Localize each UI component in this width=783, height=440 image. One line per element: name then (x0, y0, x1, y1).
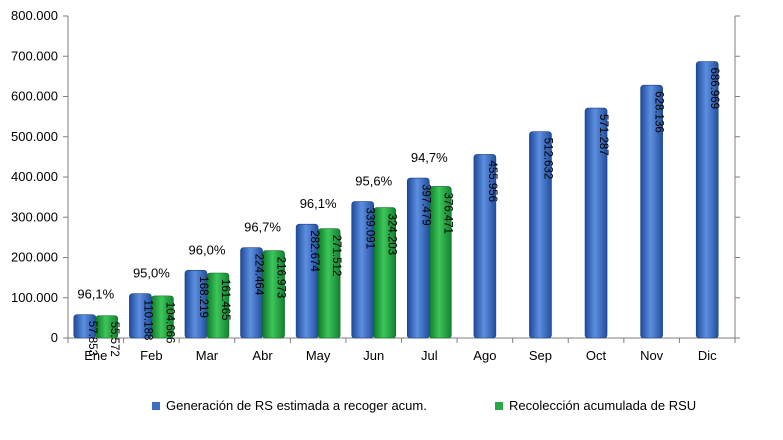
data-label-generacion: 455.956 (486, 160, 498, 202)
y-tick-label: 400.000 (11, 169, 58, 184)
data-label-recoleccion: 324.203 (386, 214, 398, 256)
bar-generacion (473, 154, 497, 339)
x-tick-label: May (306, 348, 331, 363)
y-tick-label: 800.000 (11, 8, 58, 23)
x-tick-label: Jul (421, 348, 438, 363)
data-label-generacion: 282.674 (308, 230, 320, 272)
x-tick-label: Ago (473, 348, 496, 363)
data-label-generacion: 571.287 (597, 114, 609, 156)
data-label-recoleccion: 104.666 (163, 302, 175, 344)
y-tick-label: 0 (51, 330, 58, 345)
chart-bars (73, 61, 719, 339)
bar-generacion (695, 61, 719, 339)
data-label-generacion: 686.969 (708, 67, 720, 109)
x-tick-label: Feb (140, 348, 162, 363)
bar-recoleccion (151, 295, 174, 339)
data-label-generacion: 168.219 (197, 276, 209, 318)
x-tick-label: Ene (84, 348, 107, 363)
y-tick-label: 500.000 (11, 129, 58, 144)
x-tick-label: Mar (196, 348, 219, 363)
bar-recoleccion (262, 250, 285, 339)
data-label-generacion: 628.136 (653, 91, 665, 133)
percentage-annotation: 96,1% (300, 196, 337, 211)
x-tick-label: Nov (640, 348, 664, 363)
percentage-annotation: 95,6% (355, 174, 392, 189)
y-tick-label: 700.000 (11, 48, 58, 63)
y-tick-label: 100.000 (11, 290, 58, 305)
data-label-generacion: 110.188 (141, 300, 153, 341)
legend-label-generacion: Generación de RS estimada a recoger acum… (166, 398, 427, 413)
x-tick-label: Sep (529, 348, 552, 363)
bar-recoleccion (95, 315, 119, 339)
bar-recoleccion (206, 272, 230, 339)
percentage-annotation: 96,0% (189, 242, 226, 257)
data-label-generacion: 512.632 (541, 138, 553, 180)
percentage-annotation: 94,7% (411, 150, 448, 165)
bar-generacion (640, 84, 663, 339)
legend-item-recoleccion: Recolección acumulada de RSU (495, 398, 696, 413)
legend-label-recoleccion: Recolección acumulada de RSU (509, 398, 697, 413)
legend-item-generacion: Generación de RS estimada a recoger acum… (152, 398, 427, 413)
y-tick-label: 200.000 (11, 250, 58, 265)
bar-recoleccion (428, 186, 452, 339)
data-label-generacion: 224.464 (253, 254, 265, 296)
data-label-recoleccion: 376.471 (441, 192, 453, 234)
bar-generacion (584, 107, 608, 339)
legend-swatch-blue (152, 401, 160, 410)
data-label-recoleccion: 55.572 (108, 322, 120, 357)
bar-recoleccion (373, 207, 397, 339)
data-label-generacion: 339.091 (364, 208, 376, 250)
x-tick-label: Abr (252, 348, 273, 363)
data-label-generacion: 397.479 (419, 184, 431, 226)
percentage-annotation: 96,1% (77, 287, 114, 302)
percentage-annotation: 95,0% (133, 266, 170, 281)
data-label-recoleccion: 216.973 (275, 257, 287, 299)
legend-swatch-green (495, 401, 503, 410)
y-tick-label: 300.000 (11, 209, 58, 224)
x-tick-label: Oct (586, 348, 607, 363)
bar-recoleccion (317, 228, 341, 339)
chart-legend: Generación de RS estimada a recoger acum… (0, 398, 783, 418)
data-label-recoleccion: 161.465 (219, 279, 231, 321)
percentage-annotation: 96,7% (244, 220, 281, 235)
chart-axes: 0 100.000 200.000 300.000 400.000 500.000 600.… (11, 8, 740, 363)
x-tick-label: Jun (363, 348, 384, 363)
y-tick-label: 600.000 (11, 89, 58, 104)
data-label-recoleccion: 271.512 (330, 235, 342, 277)
bar-generacion (529, 131, 552, 339)
x-tick-label: Dic (698, 348, 717, 363)
data-label-generacion: 57.853 (86, 321, 98, 356)
chart-labels: 57.853 55.572 96,1% 110.188 104.666 95,0% 168.… (77, 67, 720, 356)
